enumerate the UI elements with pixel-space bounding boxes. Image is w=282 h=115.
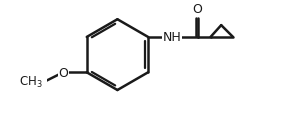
Text: O: O (193, 3, 202, 15)
Text: NH: NH (162, 31, 181, 44)
Text: O: O (58, 66, 68, 79)
Text: CH$_3$: CH$_3$ (19, 75, 43, 90)
